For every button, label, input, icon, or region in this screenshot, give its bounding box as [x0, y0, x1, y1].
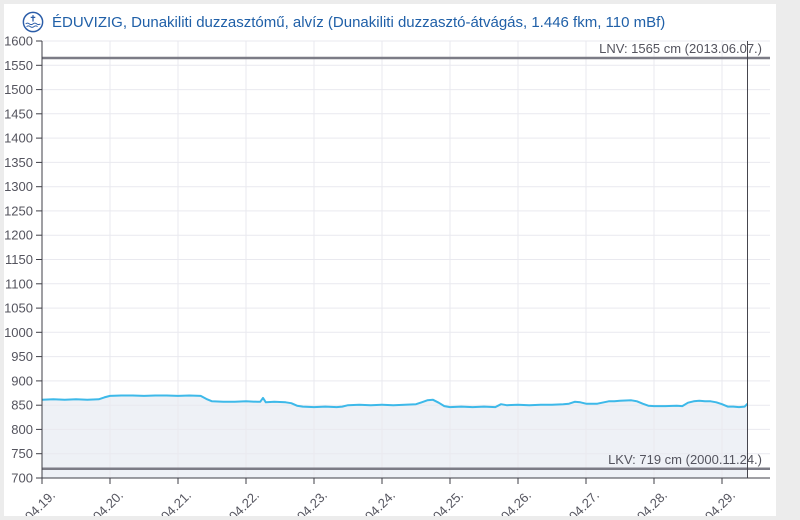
- y-axis-label: 700: [11, 471, 33, 486]
- y-axis-label: 1450: [4, 106, 33, 121]
- x-axis-label: 04.21.: [158, 488, 194, 516]
- y-axis-label: 850: [11, 398, 33, 413]
- y-axis-label: 900: [11, 373, 33, 388]
- lkv-reference-label: LKV: 719 cm (2000.11.24.): [608, 452, 762, 467]
- x-axis-label: 04.28.: [634, 488, 670, 516]
- x-axis-label: 04.23.: [294, 488, 330, 516]
- x-axis-label: 04.25.: [430, 488, 466, 516]
- water-level-area-fill: [42, 395, 748, 478]
- x-axis-label: 04.29.: [702, 488, 738, 516]
- chart-header: ÉDUVIZIG, Dunakiliti duzzasztómű, alvíz …: [22, 9, 665, 35]
- eduvizig-logo-icon: [22, 11, 44, 33]
- y-axis-label: 1200: [4, 228, 33, 243]
- x-axis-label: 04.19.: [22, 488, 58, 516]
- y-axis-label: 1000: [4, 325, 33, 340]
- y-axis-label: 950: [11, 349, 33, 364]
- lnv-reference-label: LNV: 1565 cm (2013.06.07.): [599, 41, 762, 56]
- y-axis-label: 800: [11, 422, 33, 437]
- y-axis-label: 1600: [4, 34, 33, 49]
- x-axis-label: 04.24.: [362, 488, 398, 516]
- x-axis-label: 04.27.: [566, 488, 602, 516]
- x-axis-label: 04.26.: [498, 488, 534, 516]
- water-level-chart[interactable]: LNV: 1565 cm (2013.06.07.) LKV: 719 cm (2…: [4, 4, 776, 516]
- water-level-line: [41, 394, 749, 409]
- y-axis-label: 1300: [4, 179, 33, 194]
- y-axis-label: 1400: [4, 131, 33, 146]
- chart-title: ÉDUVIZIG, Dunakiliti duzzasztómű, alvíz …: [52, 13, 666, 31]
- y-axis-label: 1050: [4, 301, 33, 316]
- x-axis-label: 04.20.: [90, 488, 126, 516]
- y-axis-label: 1150: [5, 252, 33, 267]
- x-axis-label: 04.22.: [226, 488, 262, 516]
- y-axis-label: 1500: [4, 82, 33, 97]
- y-axis-label: 1350: [4, 155, 33, 170]
- gridlines: [41, 40, 770, 478]
- y-axis-label: 1250: [4, 203, 33, 218]
- chart-card: ÉDUVIZIG, Dunakiliti duzzasztómű, alvíz …: [4, 4, 776, 516]
- y-axis-label: 1550: [4, 58, 33, 73]
- y-axis-label: 750: [11, 446, 33, 461]
- y-axis-label: 1100: [5, 276, 33, 291]
